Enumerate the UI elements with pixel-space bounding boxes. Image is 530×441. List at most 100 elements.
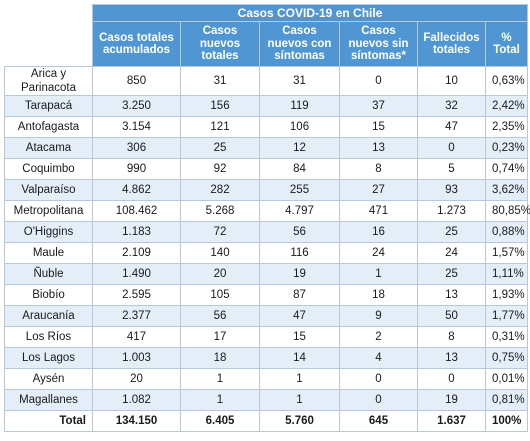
table-cell: 80,85% bbox=[484, 200, 530, 222]
table-cell: 5.268 bbox=[180, 200, 260, 222]
table-cell: 0,31% bbox=[484, 326, 529, 348]
table-cell: 2,35% bbox=[484, 116, 529, 138]
table-row: Metropolitana 108.462 5.268 4.797 471 1.273 80… bbox=[4, 200, 530, 222]
table-cell: 56 bbox=[180, 305, 260, 327]
total-row: Total 134.150 6.405 5.760 645 1.637 100% bbox=[4, 410, 529, 432]
table-row: Coquimbo 990 92 84 8 5 0,74% bbox=[4, 158, 529, 180]
table-cell: 1.490 bbox=[92, 263, 181, 285]
table-cell: 0,81% bbox=[484, 389, 529, 411]
table-cell: 0,63% bbox=[484, 66, 529, 96]
table-cell: 17 bbox=[180, 326, 260, 348]
table-cell: 990 bbox=[92, 158, 181, 180]
column-header: Fallecidos totales bbox=[417, 21, 486, 67]
table-row: Biobío 2.595 105 87 18 13 1,93% bbox=[4, 284, 529, 306]
table-cell: 1 bbox=[339, 263, 418, 285]
table-cell: 24 bbox=[339, 242, 418, 264]
table-cell: 119 bbox=[259, 95, 340, 117]
table-cell: 0 bbox=[339, 66, 418, 96]
region-name: Los Lagos bbox=[4, 347, 93, 369]
table-row: Arica y Parinacota 850 31 31 0 10 0,63% bbox=[4, 66, 529, 96]
table-row: Atacama 306 25 12 13 0 0,23% bbox=[4, 137, 529, 159]
table-cell: 20 bbox=[92, 368, 181, 390]
table-cell: 31 bbox=[180, 66, 260, 96]
table-cell: 0,88% bbox=[484, 221, 529, 243]
region-name: Metropolitana bbox=[4, 200, 93, 222]
table-row: O'Higgins 1.183 72 56 16 25 0,88% bbox=[4, 221, 529, 243]
covid-cases-table: Casos COVID-19 en Chile Casos totales ac… bbox=[4, 4, 530, 432]
table-row: Valparaíso 4.862 282 255 27 93 3,62% bbox=[4, 179, 529, 201]
table-cell: 25 bbox=[417, 263, 486, 285]
table-cell: 87 bbox=[259, 284, 340, 306]
table-cell: 0 bbox=[339, 389, 418, 411]
table-cell: 47 bbox=[259, 305, 340, 327]
column-header: % Total bbox=[484, 21, 529, 67]
table-cell: 2.595 bbox=[92, 284, 181, 306]
region-name: Ñuble bbox=[4, 263, 93, 285]
table-cell: 50 bbox=[417, 305, 486, 327]
table-cell: 3,62% bbox=[484, 179, 529, 201]
table-cell: 1 bbox=[180, 368, 260, 390]
table-cell: 105 bbox=[180, 284, 260, 306]
table-row: Ñuble 1.490 20 19 1 25 1,11% bbox=[4, 263, 529, 285]
region-name: Aysén bbox=[4, 368, 93, 390]
table-cell: 1,93% bbox=[484, 284, 529, 306]
table-cell: 0,75% bbox=[484, 347, 529, 369]
table-cell: 156 bbox=[180, 95, 260, 117]
table-cell: 106 bbox=[259, 116, 340, 138]
table-cell: 140 bbox=[180, 242, 260, 264]
table-cell: 31 bbox=[259, 66, 340, 96]
table-cell: 56 bbox=[259, 221, 340, 243]
region-name: Tarapacá bbox=[4, 95, 93, 117]
table-cell: 1.183 bbox=[92, 221, 181, 243]
corner-cell bbox=[4, 4, 93, 67]
table-cell: 0 bbox=[417, 368, 486, 390]
table-cell: 16 bbox=[339, 221, 418, 243]
table-cell: 15 bbox=[339, 116, 418, 138]
table-cell: 13 bbox=[339, 137, 418, 159]
table-cell: 20 bbox=[180, 263, 260, 285]
region-name: Valparaíso bbox=[4, 179, 93, 201]
total-cell: 5.760 bbox=[259, 410, 340, 432]
table-cell: 4 bbox=[339, 347, 418, 369]
total-cell: 134.150 bbox=[92, 410, 181, 432]
table-cell: 2.109 bbox=[92, 242, 181, 264]
total-cell: 645 bbox=[339, 410, 418, 432]
total-label: Total bbox=[4, 410, 93, 432]
table-cell: 8 bbox=[339, 158, 418, 180]
table-cell: 1,77% bbox=[484, 305, 529, 327]
table-cell: 3.250 bbox=[92, 95, 181, 117]
region-name: Antofagasta bbox=[4, 116, 93, 138]
table-body: Arica y Parinacota 850 31 31 0 10 0,63% Tarapac… bbox=[4, 66, 530, 411]
column-header: Casos nuevos totales bbox=[180, 21, 260, 67]
table-cell: 306 bbox=[92, 137, 181, 159]
table-cell: 24 bbox=[417, 242, 486, 264]
table-cell: 18 bbox=[180, 347, 260, 369]
table-cell: 19 bbox=[259, 263, 340, 285]
table-cell: 5 bbox=[417, 158, 486, 180]
table-cell: 37 bbox=[339, 95, 418, 117]
table-cell: 8 bbox=[417, 326, 486, 348]
table-row: Tarapacá 3.250 156 119 37 32 2,42% bbox=[4, 95, 529, 117]
table-cell: 108.462 bbox=[92, 200, 181, 222]
column-header: Casos nuevos sin síntomas* bbox=[339, 21, 418, 67]
region-name: Biobío bbox=[4, 284, 93, 306]
table-cell: 1 bbox=[259, 389, 340, 411]
total-cell: 6.405 bbox=[180, 410, 260, 432]
table-cell: 1 bbox=[259, 368, 340, 390]
region-name: Magallanes bbox=[4, 389, 93, 411]
table-cell: 25 bbox=[417, 221, 486, 243]
table-cell: 1,57% bbox=[484, 242, 529, 264]
column-header: Casos nuevos con síntomas bbox=[259, 21, 340, 67]
table-cell: 47 bbox=[417, 116, 486, 138]
table-row: Araucanía 2.377 56 47 9 50 1,77% bbox=[4, 305, 529, 327]
table-cell: 1.003 bbox=[92, 347, 181, 369]
table-cell: 2 bbox=[339, 326, 418, 348]
table-cell: 4.862 bbox=[92, 179, 181, 201]
table-cell: 471 bbox=[339, 200, 418, 222]
table-title: Casos COVID-19 en Chile bbox=[91, 4, 529, 22]
table-cell: 72 bbox=[180, 221, 260, 243]
table-cell: 282 bbox=[180, 179, 260, 201]
region-name: Atacama bbox=[4, 137, 93, 159]
table-cell: 10 bbox=[417, 66, 486, 96]
table-cell: 13 bbox=[417, 284, 486, 306]
